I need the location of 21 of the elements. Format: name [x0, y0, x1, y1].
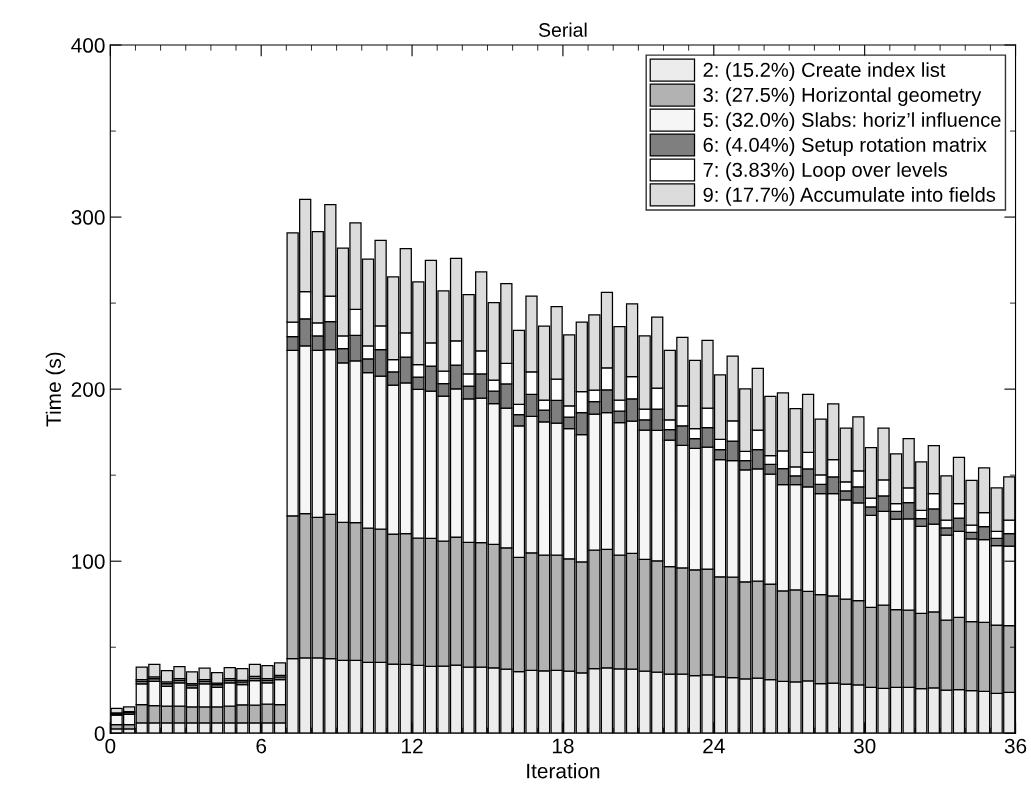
y-tick-label: 400 — [71, 38, 105, 53]
x-tick-label: 24 — [703, 738, 725, 754]
chart-title: Serial — [538, 22, 587, 37]
y-tick-label: 300 — [71, 210, 105, 225]
legend-label: 5: (32.0%) Slabs: horiz’l influence — [703, 112, 1001, 131]
legend-label: 7: (3.83%) Loop over levels — [703, 162, 948, 181]
y-tick-label: 200 — [71, 382, 105, 397]
x-tick-label: 30 — [853, 738, 876, 754]
legend-label: 9: (17.7%) Accumulate into fields — [703, 187, 996, 206]
x-tick-label: 18 — [552, 738, 574, 754]
y-tick-label: 0 — [94, 726, 105, 741]
x-tick-label: 36 — [1004, 738, 1027, 754]
y-axis-title: Time (s) — [45, 352, 66, 427]
y-tick-label: 100 — [72, 554, 105, 569]
legend-label: 3: (27.5%) Horizontal geometry — [703, 87, 982, 106]
legend-label: 2: (15.2%) Create index list — [703, 62, 946, 82]
legend-label: 6: (4.04%) Setup rotation matrix — [703, 137, 987, 156]
x-tick-label: 12 — [402, 738, 423, 754]
x-tick-label: 6 — [256, 738, 267, 754]
x-axis-title: Iteration — [527, 763, 600, 779]
x-tick-label: 0 — [105, 738, 116, 754]
